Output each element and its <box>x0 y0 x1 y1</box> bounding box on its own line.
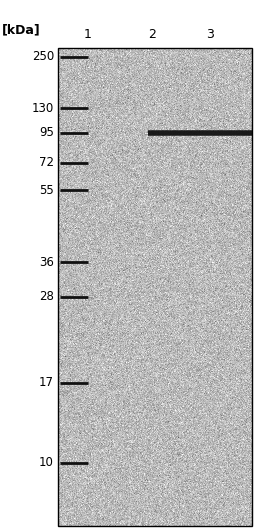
Text: [kDa]: [kDa] <box>2 23 41 37</box>
Text: 250: 250 <box>32 50 54 64</box>
Bar <box>58 48 252 526</box>
Text: 2: 2 <box>148 29 156 41</box>
Text: 55: 55 <box>39 184 54 196</box>
Text: 1: 1 <box>84 29 92 41</box>
Text: 36: 36 <box>39 255 54 269</box>
Text: 130: 130 <box>32 101 54 115</box>
Text: 17: 17 <box>39 376 54 390</box>
Text: 95: 95 <box>39 126 54 140</box>
Text: 28: 28 <box>39 290 54 304</box>
Text: 3: 3 <box>206 29 214 41</box>
Text: 72: 72 <box>39 157 54 169</box>
Text: 10: 10 <box>39 457 54 469</box>
